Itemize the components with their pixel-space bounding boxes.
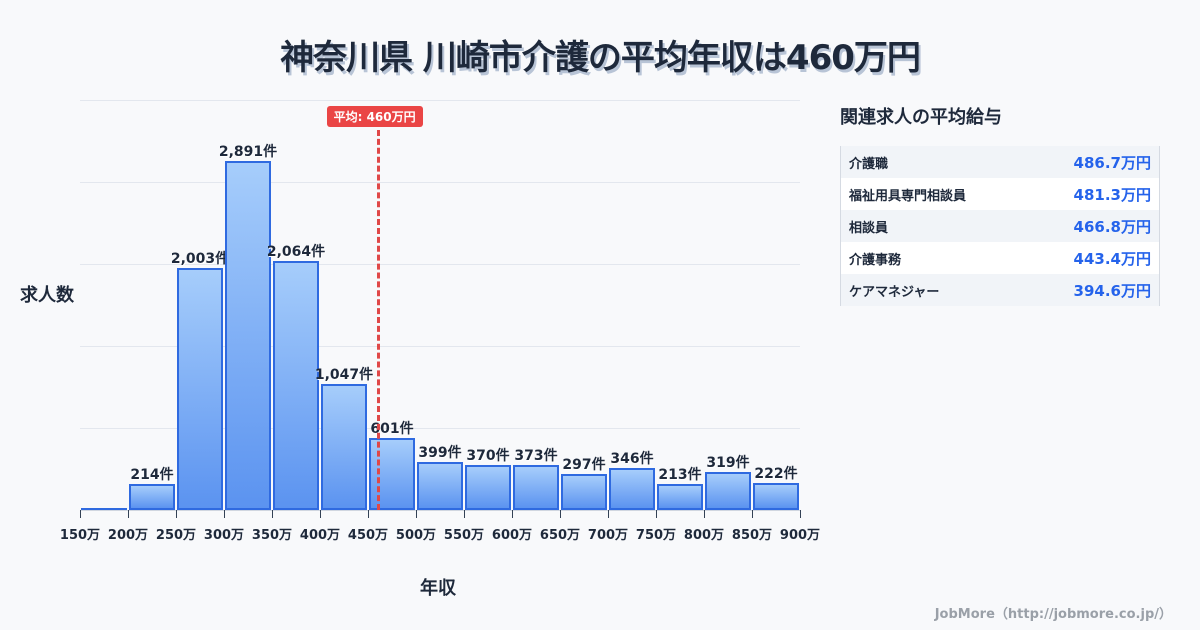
x-tick (176, 510, 177, 518)
x-tick (752, 510, 753, 518)
x-tick (704, 510, 705, 518)
x-tick-label: 750万 (635, 528, 677, 543)
x-tick-label: 450万 (347, 528, 389, 543)
related-job-row: 介護事務 443.4万円 (841, 242, 1159, 274)
histogram-bar (321, 383, 367, 510)
x-tick (416, 510, 417, 518)
grid-line (80, 182, 800, 183)
histogram-bar (609, 468, 655, 510)
job-name: 相談員 (849, 220, 889, 236)
average-badge: 平均: 460万円 (326, 106, 423, 127)
histogram-bar (753, 483, 799, 510)
job-name: ケアマネジャー (849, 284, 940, 300)
x-tick (80, 510, 81, 518)
job-salary: 486.7万円 (1073, 153, 1151, 172)
bar-value-label: 222件 (754, 466, 798, 483)
x-tick-label: 900万 (779, 528, 821, 543)
bar-value-label: 213件 (658, 467, 702, 484)
bar-value-label: 319件 (706, 454, 750, 471)
x-tick-label: 250万 (155, 528, 197, 543)
histogram-bar (513, 465, 559, 510)
bar-value-label: 373件 (514, 448, 558, 465)
histogram-bar (225, 161, 271, 510)
bar-value-label: 1,047件 (314, 366, 374, 383)
histogram-chart: 214件 2,003件 2,891件 2,064件 1,047件 601件 399件 370件… (20, 100, 821, 599)
bar-value-label: 346件 (610, 451, 654, 468)
x-tick (608, 510, 609, 518)
related-jobs-table: 介護職 486.7万円 福祉用具専門相談員 481.3万円 相談員 466.8万… (840, 146, 1160, 306)
grid-line (80, 100, 800, 101)
x-tick (800, 510, 801, 518)
histogram-bar (465, 465, 511, 510)
histogram-bar (81, 508, 127, 510)
bar-value-label: 297件 (562, 457, 606, 474)
x-tick (560, 510, 561, 518)
x-tick (656, 510, 657, 518)
bar-value-label: 370件 (466, 448, 510, 465)
job-salary: 466.8万円 (1073, 217, 1151, 236)
x-tick-label: 600万 (491, 528, 533, 543)
grid-line (80, 346, 800, 347)
related-job-row: 介護職 486.7万円 (841, 146, 1159, 178)
x-axis-line (80, 510, 800, 511)
related-job-row: 相談員 466.8万円 (841, 210, 1159, 242)
x-tick-label: 800万 (683, 528, 725, 543)
histogram-bar (273, 261, 319, 510)
x-tick-label: 650万 (539, 528, 581, 543)
bar-value-label: 2,891件 (218, 144, 278, 161)
bar-value-label: 399件 (418, 444, 462, 461)
related-jobs-title: 関連求人の平均給与 (840, 107, 1002, 128)
x-tick (368, 510, 369, 518)
x-tick-label: 200万 (107, 528, 149, 543)
x-tick-label: 400万 (299, 528, 341, 543)
bar-value-label: 601件 (370, 420, 414, 437)
x-tick (512, 510, 513, 518)
job-name: 介護事務 (849, 252, 902, 268)
histogram-bar (417, 461, 463, 510)
y-axis-label: 求人数 (20, 285, 74, 306)
bar-value-label: 2,003件 (170, 251, 230, 268)
histogram-bar (129, 484, 175, 510)
histogram-bar (657, 484, 703, 510)
x-tick-label: 300万 (203, 528, 245, 543)
x-tick (272, 510, 273, 518)
related-job-row: 福祉用具専門相談員 481.3万円 (841, 178, 1159, 210)
related-job-row: ケアマネジャー 394.6万円 (841, 274, 1159, 306)
x-tick-label: 350万 (251, 528, 293, 543)
bar-value-label: 214件 (130, 467, 174, 484)
x-axis-label: 年収 (420, 578, 456, 599)
page-title: 神奈川県 川崎市介護の平均年収は460万円 (280, 38, 921, 78)
x-tick-label: 700万 (587, 528, 629, 543)
histogram-bar (561, 474, 607, 510)
x-tick (128, 510, 129, 518)
grid-line (80, 428, 800, 429)
bar-value-label: 2,064件 (266, 244, 326, 261)
footer-credit: JobMore（http://jobmore.co.jp/） (934, 607, 1172, 622)
x-tick-label: 150万 (59, 528, 101, 543)
histogram-bar (705, 471, 751, 510)
x-tick (320, 510, 321, 518)
grid-line (80, 264, 800, 265)
x-tick (224, 510, 225, 518)
job-salary: 481.3万円 (1073, 185, 1151, 204)
job-salary: 443.4万円 (1073, 249, 1151, 268)
x-tick-label: 500万 (395, 528, 437, 543)
average-line (376, 130, 380, 510)
job-name: 介護職 (849, 156, 889, 172)
x-tick-label: 550万 (443, 528, 485, 543)
job-salary: 394.6万円 (1073, 281, 1151, 300)
job-name: 福祉用具専門相談員 (849, 188, 967, 204)
x-tick-label: 850万 (731, 528, 773, 543)
histogram-bar (177, 268, 223, 510)
x-tick (464, 510, 465, 518)
